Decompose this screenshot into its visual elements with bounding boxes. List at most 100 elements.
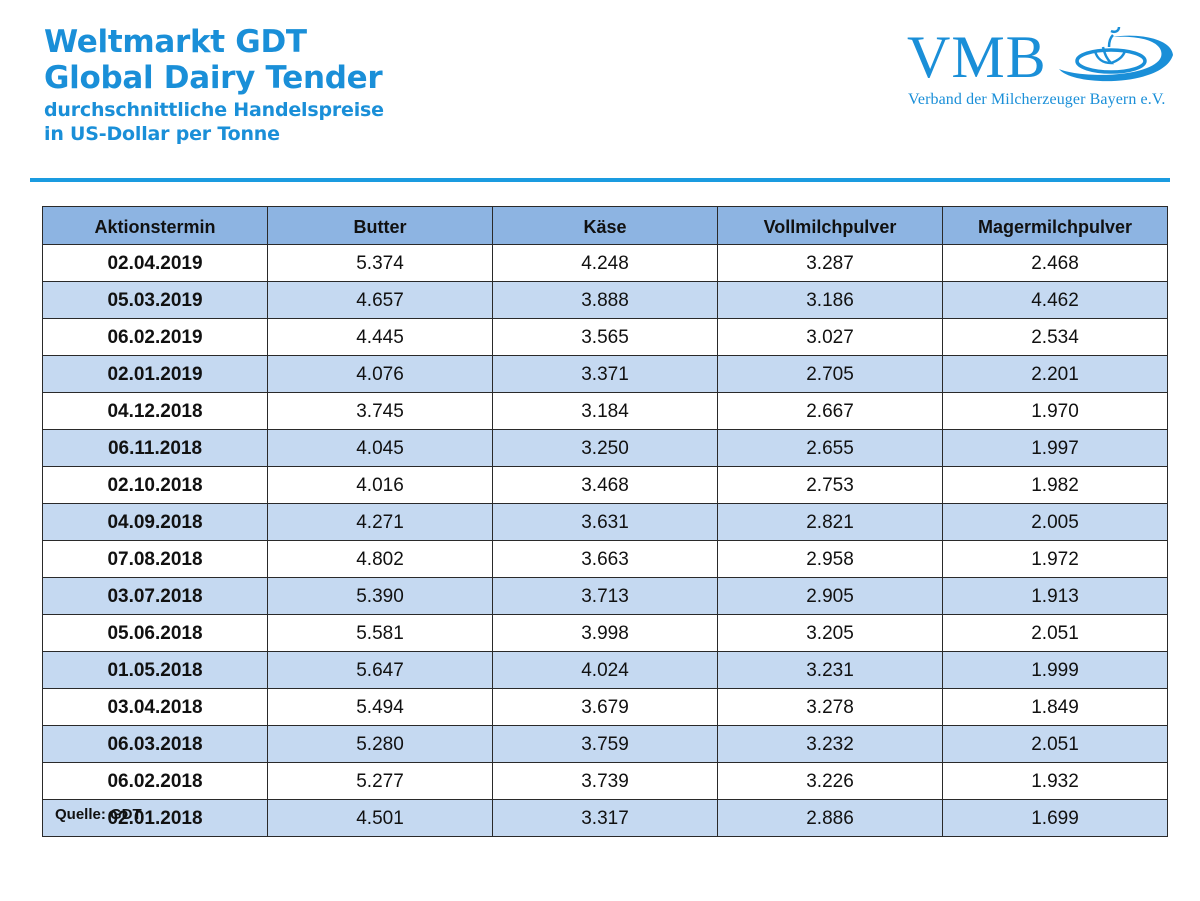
date-cell: 02.01.2019: [42, 355, 268, 393]
column-header-date: Aktionstermin: [42, 206, 268, 245]
date-cell: 06.02.2018: [42, 762, 268, 800]
date-cell: 04.09.2018: [42, 503, 268, 541]
table-row: 02.01.2019 4.076 3.371 2.705 2.201: [42, 355, 1168, 393]
table-row: 04.12.2018 3.745 3.184 2.667 1.970: [42, 392, 1168, 430]
cheese-cell: 3.184: [492, 392, 718, 430]
cheese-cell: 3.468: [492, 466, 718, 504]
whole-milk-powder-cell: 3.231: [717, 651, 943, 689]
page-title: Weltmarkt GDT: [44, 24, 307, 60]
date-cell: 04.12.2018: [42, 392, 268, 430]
butter-cell: 4.045: [267, 429, 493, 467]
date-cell: 03.04.2018: [42, 688, 268, 726]
cheese-cell: 3.631: [492, 503, 718, 541]
date-cell: 01.05.2018: [42, 651, 268, 689]
whole-milk-powder-cell: 3.027: [717, 318, 943, 356]
skim-milk-powder-cell: 1.849: [942, 688, 1168, 726]
skim-milk-powder-cell: 1.997: [942, 429, 1168, 467]
table-row: 06.02.2018 5.277 3.739 3.226 1.932: [42, 762, 1168, 800]
whole-milk-powder-cell: 2.905: [717, 577, 943, 615]
cheese-cell: 3.739: [492, 762, 718, 800]
column-header-whole-milk-powder: Vollmilchpulver: [717, 206, 943, 245]
column-header-cheese: Käse: [492, 206, 718, 245]
date-cell: 02.01.2018: [42, 799, 268, 837]
butter-cell: 5.280: [267, 725, 493, 763]
logo-full-name: Verband der Milcherzeuger Bayern e.V.: [908, 91, 1166, 108]
whole-milk-powder-cell: 3.287: [717, 244, 943, 282]
butter-cell: 5.581: [267, 614, 493, 652]
whole-milk-powder-cell: 2.655: [717, 429, 943, 467]
butter-cell: 3.745: [267, 392, 493, 430]
butter-cell: 4.271: [267, 503, 493, 541]
table-row: 05.03.2019 4.657 3.888 3.186 4.462: [42, 281, 1168, 319]
butter-cell: 5.647: [267, 651, 493, 689]
skim-milk-powder-cell: 2.051: [942, 725, 1168, 763]
cheese-cell: 3.713: [492, 577, 718, 615]
date-cell: 06.11.2018: [42, 429, 268, 467]
table-row: 06.02.2019 4.445 3.565 3.027 2.534: [42, 318, 1168, 356]
source-note: Quelle: GDT: [55, 806, 142, 823]
skim-milk-powder-cell: 2.201: [942, 355, 1168, 393]
vmb-logo: VMB Verband der Milcherzeuger Bayern e.V…: [905, 25, 1175, 120]
page-subtitle: durchschnittliche Handelspreise: [44, 99, 384, 121]
table-row: 03.07.2018 5.390 3.713 2.905 1.913: [42, 577, 1168, 615]
cheese-cell: 3.663: [492, 540, 718, 578]
skim-milk-powder-cell: 2.005: [942, 503, 1168, 541]
price-table: Aktionstermin Butter Käse Vollmilchpulve…: [42, 206, 1168, 837]
butter-cell: 5.390: [267, 577, 493, 615]
page-header: Weltmarkt GDT Global Dairy Tender durchs…: [44, 24, 384, 146]
header-divider: [30, 178, 1170, 182]
whole-milk-powder-cell: 3.226: [717, 762, 943, 800]
butter-cell: 5.374: [267, 244, 493, 282]
butter-cell: 4.501: [267, 799, 493, 837]
cheese-cell: 3.317: [492, 799, 718, 837]
date-cell: 06.02.2019: [42, 318, 268, 356]
cheese-cell: 3.565: [492, 318, 718, 356]
date-cell: 06.03.2018: [42, 725, 268, 763]
butter-cell: 4.802: [267, 540, 493, 578]
page-subtitle-unit: in US-Dollar per Tonne: [44, 123, 280, 145]
skim-milk-powder-cell: 2.051: [942, 614, 1168, 652]
skim-milk-powder-cell: 2.534: [942, 318, 1168, 356]
skim-milk-powder-cell: 1.913: [942, 577, 1168, 615]
whole-milk-powder-cell: 2.958: [717, 540, 943, 578]
table-row: 07.08.2018 4.802 3.663 2.958 1.972: [42, 540, 1168, 578]
table-row: 02.10.2018 4.016 3.468 2.753 1.982: [42, 466, 1168, 504]
date-cell: 02.10.2018: [42, 466, 268, 504]
whole-milk-powder-cell: 2.886: [717, 799, 943, 837]
butter-cell: 5.277: [267, 762, 493, 800]
cheese-cell: 3.250: [492, 429, 718, 467]
whole-milk-powder-cell: 3.278: [717, 688, 943, 726]
butter-cell: 4.016: [267, 466, 493, 504]
skim-milk-powder-cell: 2.468: [942, 244, 1168, 282]
cheese-cell: 4.024: [492, 651, 718, 689]
date-cell: 03.07.2018: [42, 577, 268, 615]
cheese-cell: 3.371: [492, 355, 718, 393]
whole-milk-powder-cell: 3.186: [717, 281, 943, 319]
table-row: 02.01.2018 4.501 3.317 2.886 1.699: [42, 799, 1168, 837]
whole-milk-powder-cell: 2.667: [717, 392, 943, 430]
skim-milk-powder-cell: 1.972: [942, 540, 1168, 578]
butter-cell: 5.494: [267, 688, 493, 726]
cheese-cell: 3.759: [492, 725, 718, 763]
column-header-skim-milk-powder: Magermilchpulver: [942, 206, 1168, 245]
skim-milk-powder-cell: 1.982: [942, 466, 1168, 504]
table-body: 02.04.2019 5.374 4.248 3.287 2.468 05.03.2019…: [42, 244, 1168, 837]
cheese-cell: 3.679: [492, 688, 718, 726]
table-row: 01.05.2018 5.647 4.024 3.231 1.999: [42, 651, 1168, 689]
whole-milk-powder-cell: 2.753: [717, 466, 943, 504]
butter-cell: 4.445: [267, 318, 493, 356]
skim-milk-powder-cell: 1.999: [942, 651, 1168, 689]
table-row: 03.04.2018 5.494 3.679 3.278 1.849: [42, 688, 1168, 726]
table-row: 06.11.2018 4.045 3.250 2.655 1.997: [42, 429, 1168, 467]
skim-milk-powder-cell: 1.699: [942, 799, 1168, 837]
table-row: 05.06.2018 5.581 3.998 3.205 2.051: [42, 614, 1168, 652]
table-row: 06.03.2018 5.280 3.759 3.232 2.051: [42, 725, 1168, 763]
whole-milk-powder-cell: 3.205: [717, 614, 943, 652]
whole-milk-powder-cell: 2.705: [717, 355, 943, 393]
column-header-butter: Butter: [267, 206, 493, 245]
date-cell: 02.04.2019: [42, 244, 268, 282]
skim-milk-powder-cell: 4.462: [942, 281, 1168, 319]
table-row: 04.09.2018 4.271 3.631 2.821 2.005: [42, 503, 1168, 541]
logo-abbreviation: VMB: [907, 24, 1047, 90]
page-title-secondary: Global Dairy Tender: [44, 60, 383, 96]
